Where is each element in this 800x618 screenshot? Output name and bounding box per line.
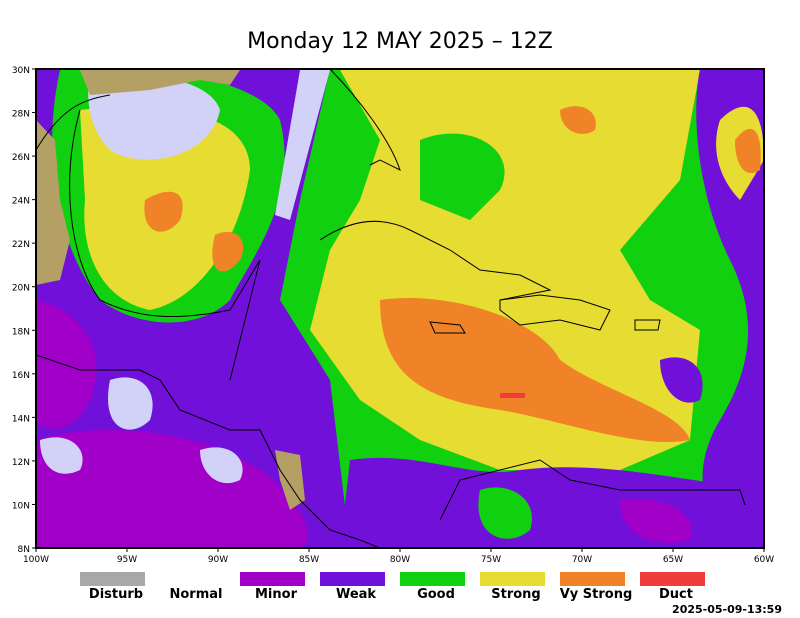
lon-label: 90W — [208, 555, 228, 565]
lat-label: 20N — [12, 284, 30, 294]
map-field — [36, 69, 764, 548]
legend-swatch — [80, 572, 145, 586]
legend-label: Strong — [491, 587, 540, 602]
legend: Disturb Normal Minor Weak Good Strong Vy Stron… — [80, 572, 705, 602]
legend-label: Good — [417, 587, 455, 602]
lat-label: 8N — [18, 545, 30, 555]
legend-label: Weak — [336, 587, 376, 602]
legend-label: Vy Strong — [560, 587, 633, 602]
lat-label: 30N — [12, 66, 30, 76]
lat-label: 16N — [12, 371, 30, 381]
legend-swatch — [400, 572, 465, 586]
legend-label: Minor — [255, 587, 298, 602]
lon-label: 85W — [299, 555, 319, 565]
legend-swatch — [560, 572, 625, 586]
title: Monday 12 MAY 2025 – 12Z — [247, 29, 553, 54]
lat-label: 14N — [12, 414, 30, 424]
lat-label: 12N — [12, 458, 30, 468]
legend-label: Normal — [170, 587, 223, 602]
lat-label: 26N — [12, 153, 30, 163]
lat-label: 22N — [12, 240, 30, 250]
legend-label: Duct — [659, 587, 693, 602]
legend-swatch — [480, 572, 545, 586]
lat-label: 28N — [12, 110, 30, 120]
lon-label: 80W — [390, 555, 410, 565]
legend-swatch — [320, 572, 385, 586]
legend-swatch — [640, 572, 705, 586]
lon-label: 95W — [117, 555, 137, 565]
timestamp: 2025-05-09-13:59 — [672, 603, 782, 616]
coastlines — [36, 69, 746, 548]
legend-swatch — [240, 572, 305, 586]
legend-swatch — [160, 572, 225, 586]
lat-label: 18N — [12, 327, 30, 337]
legend-label: Disturb — [89, 587, 143, 602]
lat-label: 24N — [12, 197, 30, 207]
lon-label: 60W — [754, 555, 774, 565]
lon-label: 65W — [663, 555, 683, 565]
lon-label: 70W — [572, 555, 592, 565]
lon-label: 75W — [481, 555, 501, 565]
lat-label: 10N — [12, 501, 30, 511]
lon-label: 100W — [23, 555, 49, 565]
